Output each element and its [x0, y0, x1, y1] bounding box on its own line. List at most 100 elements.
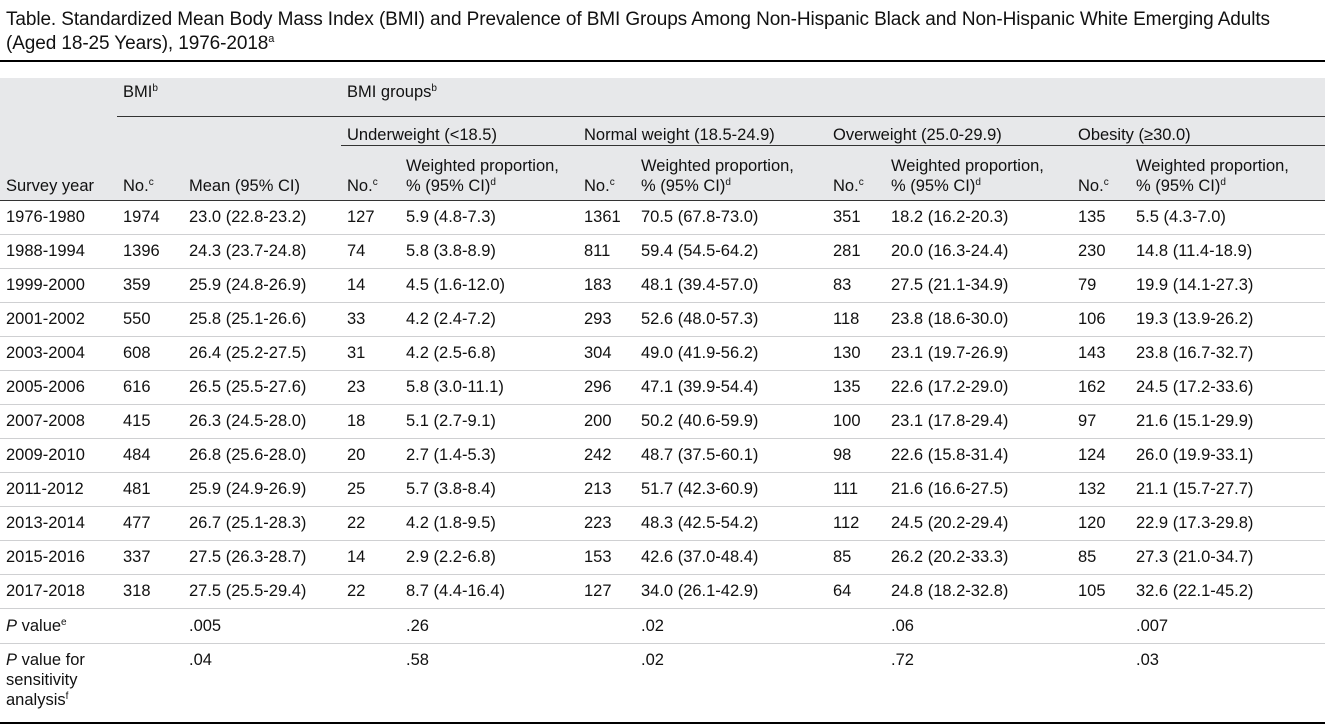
overweight-proportion-cell: 27.5 (21.1-34.9) [885, 268, 1072, 303]
survey-year-cell: 2007-2008 [0, 404, 117, 439]
p-value-cell: .06 [885, 608, 1072, 644]
underweight-proportion-cell: 5.8 (3.0-11.1) [400, 370, 578, 405]
underweight-proportion-cell: 4.2 (1.8-9.5) [400, 506, 578, 541]
overweight-proportion-cell: 23.1 (19.7-26.9) [885, 336, 1072, 371]
normal-no-cell: 296 [578, 370, 635, 405]
overweight-no-cell: 111 [827, 472, 885, 507]
bmi-mean-cell: 26.3 (24.5-28.0) [183, 404, 341, 439]
normal-no-cell: 200 [578, 404, 635, 439]
overweight-no-cell: 64 [827, 574, 885, 609]
obesity-proportion-cell: 22.9 (17.3-29.8) [1130, 506, 1325, 541]
normal-proportion-cell: 48.3 (42.5-54.2) [635, 506, 827, 541]
overweight-proportion-cell: 21.6 (16.6-27.5) [885, 472, 1072, 507]
normal-proportion-cell: 59.4 (54.5-64.2) [635, 234, 827, 269]
underweight-proportion-cell: 2.7 (1.4-5.3) [400, 438, 578, 473]
bmi-mean-cell: 26.5 (25.5-27.6) [183, 370, 341, 405]
bmi-mean-cell: 24.3 (23.7-24.8) [183, 234, 341, 269]
no-header: No.c [827, 145, 885, 201]
survey-year-cell: 1976-1980 [0, 200, 117, 235]
underweight-header: Underweight (<18.5) [341, 116, 578, 146]
overweight-proportion-cell: 24.5 (20.2-29.4) [885, 506, 1072, 541]
overweight-no-cell: 85 [827, 540, 885, 575]
survey-year-cell: 2013-2014 [0, 506, 117, 541]
overweight-no-cell: 351 [827, 200, 885, 235]
obesity-no-cell: 120 [1072, 506, 1130, 541]
obesity-proportion-cell: 26.0 (19.9-33.1) [1130, 438, 1325, 473]
normal-no-cell: 183 [578, 268, 635, 303]
bmi-mean-cell: 26.4 (25.2-27.5) [183, 336, 341, 371]
table-row: 2007-2008 415 26.3 (24.5-28.0) 18 5.1 (2.7-9… [0, 404, 1325, 439]
underweight-proportion-cell: 4.2 (2.4-7.2) [400, 302, 578, 337]
table-title: Table. Standardized Mean Body Mass Index… [0, 0, 1325, 62]
bmi-no-cell: 359 [117, 268, 183, 303]
bmi-mean-cell: 23.0 (22.8-23.2) [183, 200, 341, 235]
obesity-no-cell: 162 [1072, 370, 1130, 405]
underweight-proportion-cell: 2.9 (2.2-6.8) [400, 540, 578, 575]
underweight-proportion-cell: 5.7 (3.8-8.4) [400, 472, 578, 507]
bmi-no-cell: 318 [117, 574, 183, 609]
normal-proportion-cell: 52.6 (48.0-57.3) [635, 302, 827, 337]
table-row: 2005-2006 616 26.5 (25.5-27.6) 23 5.8 (3.0-1… [0, 370, 1325, 405]
normal-proportion-cell: 47.1 (39.9-54.4) [635, 370, 827, 405]
obesity-proportion-cell: 21.6 (15.1-29.9) [1130, 404, 1325, 439]
table-row: 2001-2002 550 25.8 (25.1-26.6) 33 4.2 (2.4-7… [0, 302, 1325, 337]
bmi-mean-cell: 27.5 (25.5-29.4) [183, 574, 341, 609]
obesity-proportion-cell: 19.3 (13.9-26.2) [1130, 302, 1325, 337]
obesity-proportion-cell: 32.6 (22.1-45.2) [1130, 574, 1325, 609]
table-row: 2017-2018 318 27.5 (25.5-29.4) 22 8.7 (4.4-1… [0, 574, 1325, 609]
mean-ci-header: Mean (95% CI) [183, 145, 341, 201]
underweight-no-cell: 74 [341, 234, 400, 269]
survey-year-cell: 2011-2012 [0, 472, 117, 507]
obesity-no-cell: 143 [1072, 336, 1130, 371]
header-row-3: Survey year No.c Mean (95% CI) No.c Weig… [0, 145, 1325, 201]
obesity-proportion-cell: 5.5 (4.3-7.0) [1130, 200, 1325, 235]
no-header: No.c [341, 145, 400, 201]
no-header: No.c [578, 145, 635, 201]
survey-year-header: Survey year [0, 145, 117, 201]
weighted-proportion-header: Weighted proportion,% (95% CI)d [885, 145, 1072, 201]
bmi-mean-cell: 26.8 (25.6-28.0) [183, 438, 341, 473]
normal-proportion-cell: 51.7 (42.3-60.9) [635, 472, 827, 507]
normal-no-cell: 242 [578, 438, 635, 473]
normal-no-cell: 213 [578, 472, 635, 507]
normal-no-cell: 223 [578, 506, 635, 541]
survey-year-cell: 2009-2010 [0, 438, 117, 473]
overweight-no-cell: 98 [827, 438, 885, 473]
survey-year-cell: 1999-2000 [0, 268, 117, 303]
underweight-no-cell: 31 [341, 336, 400, 371]
p-value-cell: .26 [400, 608, 578, 644]
normal-weight-header: Normal weight (18.5-24.9) [578, 116, 827, 146]
underweight-no-cell: 127 [341, 200, 400, 235]
obesity-proportion-cell: 14.8 (11.4-18.9) [1130, 234, 1325, 269]
bmi-no-cell: 484 [117, 438, 183, 473]
overweight-proportion-cell: 26.2 (20.2-33.3) [885, 540, 1072, 575]
table-row: 2003-2004 608 26.4 (25.2-27.5) 31 4.2 (2.5-6… [0, 336, 1325, 371]
obesity-no-cell: 135 [1072, 200, 1130, 235]
normal-proportion-cell: 70.5 (67.8-73.0) [635, 200, 827, 235]
bmi-mean-cell: 26.7 (25.1-28.3) [183, 506, 341, 541]
overweight-no-cell: 100 [827, 404, 885, 439]
underweight-proportion-cell: 4.2 (2.5-6.8) [400, 336, 578, 371]
overweight-proportion-cell: 23.1 (17.8-29.4) [885, 404, 1072, 439]
p-value-row: P valuee .005 .26 .02 .06 .007 [0, 608, 1325, 644]
p-value-cell: .007 [1130, 608, 1325, 644]
normal-no-cell: 811 [578, 234, 635, 269]
survey-year-cell: 2017-2018 [0, 574, 117, 609]
overweight-proportion-cell: 22.6 (15.8-31.4) [885, 438, 1072, 473]
table-row: 1976-1980 1974 23.0 (22.8-23.2) 127 5.9 (4.8… [0, 200, 1325, 235]
survey-year-cell: 1988-1994 [0, 234, 117, 269]
table-row: 1988-1994 1396 24.3 (23.7-24.8) 74 5.8 (3.8-… [0, 234, 1325, 269]
table-row: 2015-2016 337 27.5 (26.3-28.7) 14 2.9 (2.2-6… [0, 540, 1325, 575]
underweight-no-cell: 33 [341, 302, 400, 337]
underweight-proportion-cell: 8.7 (4.4-16.4) [400, 574, 578, 609]
obesity-no-cell: 132 [1072, 472, 1130, 507]
overweight-no-cell: 130 [827, 336, 885, 371]
underweight-no-cell: 14 [341, 268, 400, 303]
bmi-table: BMIb BMI groupsb Underweight (<18.5) Nor… [0, 78, 1325, 724]
obesity-no-cell: 230 [1072, 234, 1130, 269]
table-row: 2013-2014 477 26.7 (25.1-28.3) 22 4.2 (1.8-9… [0, 506, 1325, 541]
obesity-proportion-cell: 19.9 (14.1-27.3) [1130, 268, 1325, 303]
obesity-proportion-cell: 23.8 (16.7-32.7) [1130, 336, 1325, 371]
bmi-no-cell: 415 [117, 404, 183, 439]
obesity-no-cell: 106 [1072, 302, 1130, 337]
